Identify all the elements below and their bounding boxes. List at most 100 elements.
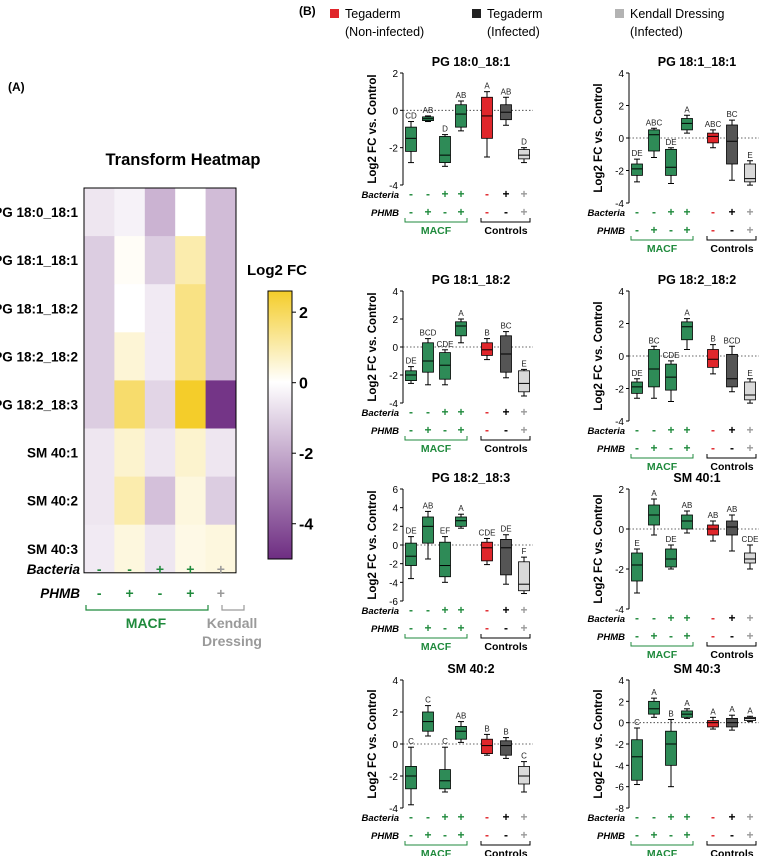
box — [481, 541, 493, 562]
bacteria-sign: - — [652, 611, 656, 625]
heatmap-cell — [84, 284, 115, 333]
bacteria-label: Bacteria — [588, 813, 626, 824]
bacteria-sign: + — [502, 810, 509, 824]
box — [405, 126, 417, 152]
controls-bracket — [480, 634, 531, 639]
macf-bracket — [404, 841, 468, 846]
y-tick-label: 4 — [618, 69, 624, 80]
bacteria-sign: - — [635, 205, 639, 219]
phmb-sign: - — [504, 205, 508, 219]
phmb-sign: - — [443, 828, 447, 842]
box — [481, 96, 493, 139]
significance-letter: A — [484, 82, 490, 91]
controls-group-label: Controls — [710, 243, 753, 255]
heatmap-cell — [205, 524, 237, 574]
heatmap-cell — [114, 236, 146, 285]
significance-letter: DE — [500, 525, 511, 534]
bacteria-sign: + — [728, 611, 735, 625]
y-tick-label: 2 — [392, 69, 398, 80]
significance-letter: BC — [648, 336, 659, 345]
bacteria-sign: - — [426, 810, 430, 824]
box — [726, 124, 738, 165]
box — [681, 514, 693, 530]
phmb-sign: + — [746, 828, 753, 842]
boxplot-title: SM 40:2 — [447, 662, 494, 676]
heatmap-cell — [114, 380, 146, 429]
heatmap-cell — [114, 524, 146, 574]
phmb-sign: + — [746, 629, 753, 643]
significance-letter: C — [425, 696, 431, 705]
kendall-group-label: Kendall — [207, 615, 258, 631]
macf-group-label: MACF — [126, 615, 167, 631]
box — [648, 700, 660, 715]
phmb-label: PHMB — [597, 226, 625, 237]
significance-letter: ABC — [705, 120, 722, 129]
y-tick-label: 4 — [618, 287, 624, 298]
heatmap-cell — [205, 476, 237, 526]
significance-letter: A — [684, 309, 690, 318]
boxplot-panel: SM 40:3 Log2 FC vs. Control 4 2 0 -2 -4 -6 -8 C A B… — [588, 662, 759, 856]
controls-group-label: Controls — [710, 461, 753, 473]
phmb-sign: - — [443, 423, 447, 437]
bacteria-sign: + — [520, 603, 527, 617]
box — [405, 370, 417, 381]
box — [648, 349, 660, 388]
controls-bracket — [480, 436, 531, 441]
y-tick-label: 0 — [392, 541, 398, 552]
significance-letter: ABC — [646, 118, 663, 127]
y-tick-label: 2 — [618, 485, 624, 496]
significance-letter: CDE — [479, 528, 496, 537]
significance-letter: E — [747, 369, 752, 378]
controls-group-label: Controls — [484, 848, 527, 856]
heatmap-cell — [114, 428, 146, 477]
heatmap-row-label: PG 18:0_18:1 — [0, 205, 78, 220]
phmb-sign: - — [730, 629, 734, 643]
controls-bracket — [706, 454, 757, 459]
significance-letter: A — [710, 707, 716, 716]
phmb-label: PHMB — [40, 586, 80, 601]
heatmap-cell — [205, 236, 237, 285]
box — [707, 524, 719, 536]
macf-group-label: MACF — [647, 848, 678, 856]
significance-letter: F — [522, 547, 527, 556]
phmb-sign: + — [650, 441, 657, 455]
box — [648, 129, 660, 152]
bacteria-sign: - — [409, 405, 413, 419]
bacteria-label: Bacteria — [27, 562, 81, 577]
significance-letter: B — [668, 709, 673, 718]
y-tick-label: -4 — [615, 199, 624, 210]
phmb-sign: + — [650, 223, 657, 237]
y-tick-label: -8 — [615, 804, 624, 815]
bacteria-sign: - — [485, 187, 489, 201]
significance-letter: AB — [423, 106, 434, 115]
phmb-sign: - — [485, 828, 489, 842]
legend-swatch — [472, 9, 481, 18]
phmb-sign: - — [409, 205, 413, 219]
macf-group-label: MACF — [421, 443, 452, 455]
y-tick-label: 0 — [618, 352, 624, 363]
macf-group-label: MACF — [647, 461, 678, 473]
bacteria-sign: - — [127, 561, 132, 577]
bacteria-sign: + — [502, 405, 509, 419]
bacteria-sign: - — [426, 603, 430, 617]
legend-item: Kendall Dressing (Infected) — [615, 7, 725, 39]
phmb-sign: + — [683, 223, 690, 237]
controls-bracket — [480, 218, 531, 223]
legend-swatch — [330, 9, 339, 18]
y-tick-label: -4 — [389, 181, 398, 192]
macf-bracket — [630, 841, 694, 846]
box — [707, 132, 719, 144]
bacteria-sign: + — [746, 611, 753, 625]
significance-letter: A — [747, 706, 753, 715]
legend-label: (Infected) — [487, 25, 540, 39]
significance-letter: D — [442, 125, 448, 134]
heatmap-row-label: PG 18:2_18:3 — [0, 397, 78, 412]
heatmap-cell — [84, 380, 115, 429]
phmb-label: PHMB — [371, 426, 399, 437]
y-tick-label: 0 — [392, 106, 398, 117]
heatmap-frame — [83, 187, 237, 574]
y-axis-label: Log2 FC vs. Control — [367, 490, 379, 599]
bacteria-label: Bacteria — [362, 408, 400, 419]
legend-item: Tegaderm (Non-infected) — [330, 7, 424, 39]
